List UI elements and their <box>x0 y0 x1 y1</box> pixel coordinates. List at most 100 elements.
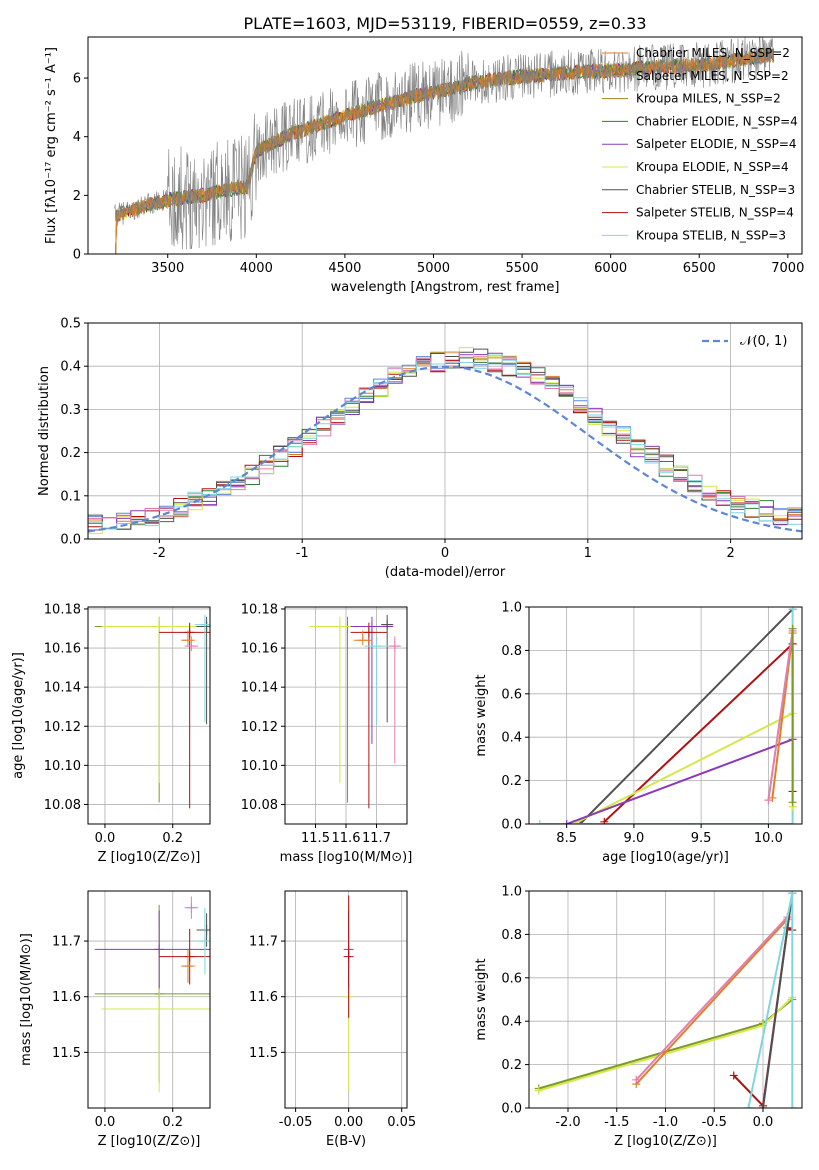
x-tick-label: -2 <box>153 546 166 561</box>
y-tick-label: 0.4 <box>60 360 81 375</box>
y-tick-label: 11.7 <box>249 935 278 950</box>
x-tick-label: 2 <box>726 546 734 561</box>
panel-mass-vs-Z: 0.0 0.2 11.5 11.6 11.7 Z [log10(Z/Z⊙)] mass [l… <box>19 890 211 1149</box>
legend-label: Kroupa MILES, N_SSP=2 <box>636 92 781 106</box>
data-point <box>343 951 354 962</box>
legend-label: Salpeter ELODIE, N_SSP=4 <box>636 137 797 151</box>
mass-weight-point <box>788 607 797 614</box>
x-tick-label: 0.05 <box>387 1115 416 1130</box>
plot-area-massweight-vs-age <box>535 607 797 824</box>
mass-weight-line <box>762 893 794 1108</box>
data-point <box>186 641 197 652</box>
x-axis-label: mass [log10(M/M⊙)] <box>280 850 413 865</box>
panel-spectrum: 3500 4000 4500 5000 5500 6000 6500 7000 0 2 4 6 wave… <box>44 36 804 295</box>
x-tick-label: 7000 <box>771 261 804 276</box>
legend-label: Salpeter STELIB, N_SSP=4 <box>636 206 794 220</box>
mass-weight-point <box>764 796 773 805</box>
y-tick-label: 6 <box>73 72 81 87</box>
x-tick-label: 9.0 <box>624 831 645 846</box>
y-tick-label: 10.18 <box>44 602 81 617</box>
data-point <box>371 641 382 652</box>
data-point <box>154 621 165 632</box>
x-axis-label: Z [log10(Z/Z⊙)] <box>98 850 201 865</box>
data-point <box>154 1003 165 1014</box>
y-tick-label: 10.12 <box>241 720 278 735</box>
x-tick-label: -0.5 <box>702 1115 727 1130</box>
y-tick-label: 10.16 <box>44 642 81 657</box>
y-tick-label: 10.12 <box>44 720 81 735</box>
x-tick-label: -1 <box>296 546 309 561</box>
legend-label: Chabrier ELODIE, N_SSP=4 <box>636 114 798 128</box>
y-axis-label: mass weight <box>474 674 489 756</box>
data-point <box>182 961 193 972</box>
x-tick-label: 11.6 <box>332 831 361 846</box>
plot-area-residuals <box>88 347 802 534</box>
y-tick-label: 4 <box>73 130 81 145</box>
panel-age-vs-Z: 0.0 0.2 10.08 10.10 10.12 10.14 10.16 10.18 Z [l… <box>11 602 211 865</box>
x-tick-label: 10.0 <box>754 831 783 846</box>
y-axis-label: mass weight <box>474 958 489 1040</box>
y-tick-label: 11.7 <box>52 935 81 950</box>
mass-weight-line <box>635 916 789 1081</box>
y-tick-label: 0.0 <box>501 818 522 833</box>
panels: 3500 4000 4500 5000 5500 6000 6500 7000 0 2 4 6 wave… <box>11 36 804 1149</box>
y-tick-label: 10.14 <box>241 681 278 696</box>
y-tick-label: 0.6 <box>501 687 522 702</box>
y-tick-label: 10.08 <box>44 798 81 813</box>
x-tick-label: 3500 <box>151 261 184 276</box>
mass-weight-point <box>562 820 571 824</box>
y-tick-label: 0.0 <box>501 1102 522 1117</box>
x-tick-label: 5000 <box>417 261 450 276</box>
y-tick-label: 0.5 <box>60 317 81 332</box>
y-tick-label: 0.2 <box>60 446 81 461</box>
panel-residuals: -2 -1 0 1 2 0.0 0.1 0.2 0.3 0.4 0.5 (data-model)/er… <box>37 317 803 580</box>
x-axis-label: age [log10(age/yr)] <box>602 850 729 865</box>
y-tick-label: 10.16 <box>241 642 278 657</box>
x-tick-label: 4000 <box>240 261 273 276</box>
x-tick-label: -2.0 <box>555 1115 580 1130</box>
mass-weight-point <box>788 1104 797 1108</box>
x-tick-label: 5500 <box>506 261 539 276</box>
mass-weight-point <box>759 1104 767 1108</box>
y-tick-label: 1.0 <box>501 601 522 616</box>
mass-weight-line <box>767 630 794 801</box>
y-axis-label: Normed distribution <box>37 366 52 496</box>
plot-area-mass-vs-Z <box>94 896 210 1093</box>
mass-weight-point <box>729 1071 738 1080</box>
panel-massweight-vs-Z: -2.0 -1.5 -1.0 -0.5 0.0 0.0 0.2 0.4 0.6 0.8 1.0 Z [… <box>474 885 803 1149</box>
x-tick-label: 4500 <box>328 261 361 276</box>
x-tick-label: 1 <box>584 546 592 561</box>
x-tick-label: 0.00 <box>334 1115 363 1130</box>
axes-frame <box>87 890 211 1109</box>
observed-spectrum-line <box>114 37 774 250</box>
y-tick-label: 0.4 <box>501 731 522 746</box>
y-tick-label: 11.5 <box>249 1046 278 1061</box>
mass-weight-line <box>566 738 793 824</box>
y-tick-label: 0.8 <box>501 928 522 943</box>
x-tick-label: 8.5 <box>556 831 577 846</box>
normal-distribution-curve <box>88 365 802 533</box>
mass-weight-point <box>534 1086 543 1095</box>
y-tick-label: 0.2 <box>501 774 522 789</box>
y-tick-label: 0.4 <box>501 1015 522 1030</box>
data-point <box>186 902 197 913</box>
data-point <box>389 641 400 652</box>
y-tick-label: 11.6 <box>249 990 278 1005</box>
axes-frame <box>87 36 803 255</box>
x-tick-label: 0.0 <box>753 1115 774 1130</box>
y-tick-label: 0 <box>73 248 81 263</box>
y-tick-label: 11.6 <box>52 990 81 1005</box>
y-tick-label: 2 <box>73 189 81 204</box>
x-axis-label: (data-model)/error <box>385 565 506 580</box>
y-tick-label: 10.10 <box>44 759 81 774</box>
plot-area-spectrum <box>114 37 775 254</box>
data-point <box>154 944 165 955</box>
mass-weight-point <box>744 1104 753 1108</box>
y-tick-label: 10.14 <box>44 681 81 696</box>
y-tick-label: 0.8 <box>501 644 522 659</box>
legend-label: Kroupa ELODIE, N_SSP=4 <box>636 160 789 174</box>
y-tick-label: 10.08 <box>241 798 278 813</box>
mass-weight-point <box>768 793 777 802</box>
data-point <box>334 621 345 632</box>
